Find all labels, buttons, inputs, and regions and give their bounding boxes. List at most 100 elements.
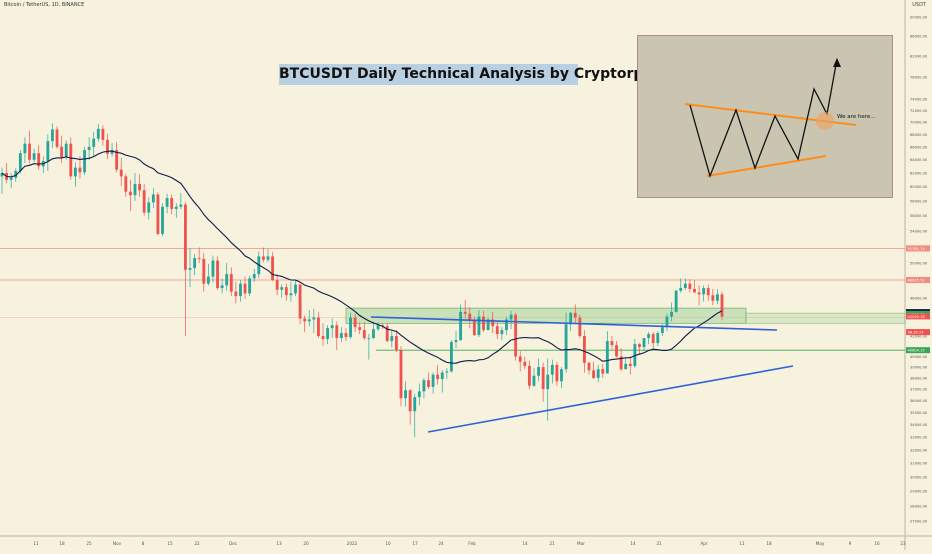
candle-body [92, 138, 96, 147]
lower-trendline [427, 365, 794, 433]
time-tick-label: 25 [86, 541, 92, 546]
candle-body [216, 260, 219, 289]
headline-label: BTCUSDT Daily Technical Analysis by Cryp… [279, 64, 666, 85]
candle-body [18, 153, 22, 171]
candle-body [647, 334, 651, 339]
candle-body [156, 194, 160, 234]
candle-body [477, 316, 481, 336]
candle-body [688, 283, 692, 289]
candle-body [110, 150, 114, 154]
candle-body [720, 294, 724, 317]
inset-price-path [689, 58, 838, 179]
candle-body [463, 311, 467, 314]
candle-body [670, 311, 673, 317]
candle-body [445, 371, 449, 373]
candle-body [683, 283, 687, 289]
candle-body [96, 128, 100, 139]
price-tag-label: 51781.13 [908, 247, 925, 251]
price-tick-label: 35000.00 [910, 411, 928, 415]
candle-body [330, 325, 334, 329]
candle-body [197, 258, 201, 259]
candle-body [147, 202, 151, 213]
candle-body [592, 370, 596, 378]
arrow-head-icon [833, 58, 841, 67]
candle-body [60, 146, 64, 158]
price-tick-label: 34000.00 [910, 423, 928, 427]
candle-body [362, 330, 366, 339]
candle-body [138, 183, 142, 191]
candle-body [619, 356, 623, 370]
candle-body [106, 139, 109, 154]
candle-body [188, 268, 192, 270]
candle-body [243, 283, 247, 294]
candle-body [555, 364, 559, 382]
candle-body [179, 204, 183, 207]
candle-body [289, 293, 293, 296]
candle-body [550, 364, 554, 375]
candle-body [115, 150, 119, 170]
candle-body [404, 390, 407, 399]
candle-body [422, 380, 426, 392]
candle-body [55, 129, 59, 147]
candle-body [326, 328, 330, 340]
candle-body [523, 361, 527, 366]
candle-body [14, 170, 18, 178]
price-tag-label: 38.35.14 [908, 331, 925, 335]
price-tick-label: 39000.00 [910, 366, 928, 370]
inset-note: We are here... [837, 114, 876, 120]
candle-body [64, 143, 68, 158]
price-tick-label: 78000.00 [910, 75, 928, 79]
candle-body [266, 256, 270, 260]
price-tick-label: 28000.00 [910, 504, 928, 508]
candle-body [225, 274, 229, 286]
candle-body [128, 191, 132, 196]
candle-body [399, 350, 403, 399]
candle-body [28, 143, 31, 160]
position-marker [816, 112, 834, 130]
candle-body [349, 317, 352, 338]
candle-body [436, 374, 440, 380]
candle-body [697, 292, 701, 295]
pattern-sketch: We are here... [684, 58, 876, 179]
candle-body [119, 169, 123, 177]
candle-body [394, 336, 398, 351]
time-tick-label: 23 [900, 541, 906, 546]
candle-body [9, 177, 13, 180]
candle-body [628, 363, 632, 366]
candle-body [124, 176, 128, 192]
candle-body [482, 316, 485, 331]
price-tag-label: 48015.72 [908, 279, 925, 283]
candle-body [83, 150, 86, 173]
candle-body [184, 204, 187, 270]
price-tick-label: 32000.00 [910, 448, 928, 452]
candle-body [486, 319, 490, 331]
candle-body [0, 173, 4, 177]
candle-body [505, 319, 508, 331]
candle-body [413, 397, 417, 412]
time-tick-label: 21 [549, 541, 555, 546]
candle-body [518, 356, 522, 362]
price-tag-label: 40604.15 [908, 349, 925, 353]
candle-body [344, 333, 348, 338]
candle-body [651, 334, 655, 344]
candle-body [564, 324, 568, 370]
price-tick-label: 50000.00 [910, 262, 928, 266]
candle-body [174, 206, 178, 209]
time-tick-label: 14 [630, 541, 636, 546]
price-tick-label: 90000.00 [910, 16, 928, 20]
candle-body [206, 276, 210, 284]
time-tick-label: 22 [194, 541, 200, 546]
candle-body [491, 319, 495, 327]
candle-body [660, 327, 664, 334]
candle-body [275, 280, 279, 290]
candle-body [509, 314, 513, 320]
candle-body [417, 391, 421, 398]
candle-body [73, 167, 77, 177]
price-tick-label: 58000.00 [910, 199, 928, 203]
candle-body [679, 288, 683, 291]
candle-body [450, 342, 453, 372]
time-tick-label: Apr [700, 541, 708, 546]
price-tick-label: 54000.00 [910, 229, 928, 233]
